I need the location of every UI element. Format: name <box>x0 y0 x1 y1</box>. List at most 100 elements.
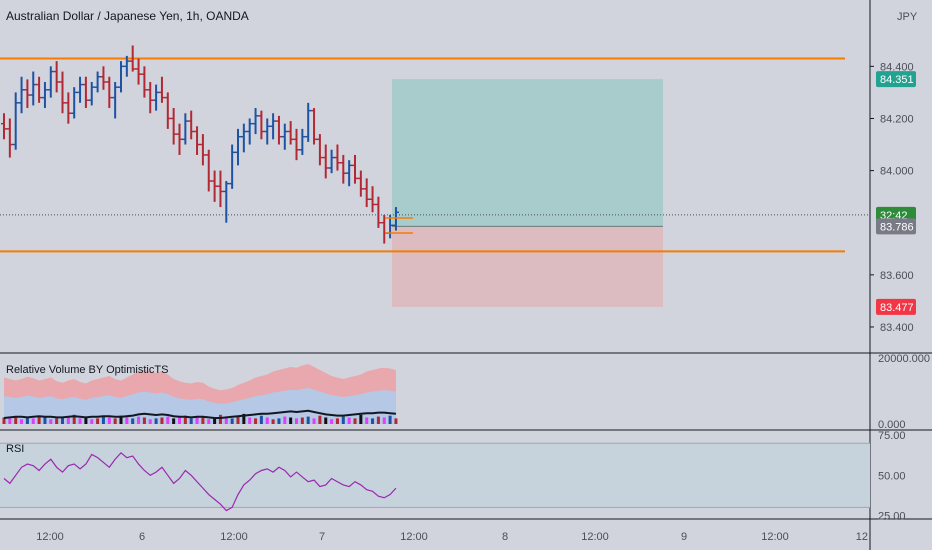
volume-bar <box>236 416 240 424</box>
volume-bar <box>55 418 59 424</box>
volume-bar <box>66 417 70 424</box>
volume-bar <box>125 417 129 424</box>
price-tick-label: 84.200 <box>880 113 914 125</box>
volume-bar <box>242 413 246 424</box>
volume-bar <box>189 418 193 424</box>
price-tick-label: 83.400 <box>880 322 914 334</box>
volume-bar <box>101 416 105 424</box>
volume-bar <box>376 416 380 424</box>
volume-bar <box>160 417 164 424</box>
volume-bar <box>365 417 369 424</box>
volume-bar <box>324 417 328 424</box>
volume-bar <box>230 418 234 424</box>
volume-bar <box>213 418 217 424</box>
volume-bar <box>371 418 375 424</box>
time-tick-label: 9 <box>681 531 687 543</box>
volume-bar <box>8 418 12 424</box>
price-tick-label: 83.600 <box>880 270 914 282</box>
volume-bar <box>353 418 357 424</box>
volume-bar <box>277 418 281 424</box>
time-tick-label: 7 <box>319 531 325 543</box>
volume-bar <box>207 419 211 424</box>
volume-bar <box>148 419 152 424</box>
volume-bar <box>318 415 322 424</box>
volume-bar <box>382 417 386 424</box>
volume-bar <box>78 418 82 424</box>
time-tick-label: 12:00 <box>761 531 789 543</box>
volume-bar <box>388 415 392 424</box>
volume-bar <box>259 415 263 424</box>
time-tick-label: 12:00 <box>36 531 64 543</box>
volume-bar <box>113 418 117 424</box>
volume-bar <box>142 417 146 424</box>
volume-bar <box>335 418 339 424</box>
volume-bar <box>283 416 287 424</box>
price-tick-label: 84.400 <box>880 61 914 73</box>
volume-bar <box>61 416 64 424</box>
volume-bar <box>166 416 170 424</box>
volume-bar <box>107 417 111 424</box>
volume-bar <box>394 418 398 424</box>
volume-bar <box>248 417 252 424</box>
volume-bar <box>49 419 53 424</box>
time-tick-label: 12:00 <box>400 531 428 543</box>
target-zone[interactable] <box>392 79 663 227</box>
volume-bar <box>96 418 100 424</box>
price-label-text: 83.477 <box>880 302 914 314</box>
volume-bar <box>131 418 135 424</box>
rsi-tick-label: 75.00 <box>878 430 906 442</box>
rsi-line <box>3 452 397 512</box>
volume-bar <box>20 419 24 424</box>
volume-bar <box>137 416 141 424</box>
price-label-tag <box>876 218 916 235</box>
volume-bar <box>341 416 345 424</box>
volume-bar <box>265 417 269 424</box>
volume-bar <box>14 416 18 424</box>
chart-title: Australian Dollar / Japanese Yen, 1h, OA… <box>6 9 249 23</box>
volume-bar <box>254 418 258 424</box>
time-tick-label: 12 <box>856 531 868 543</box>
time-tick-label: 6 <box>139 531 145 543</box>
rsi-tick-label: 25.00 <box>878 510 906 522</box>
price-label-tag <box>876 298 916 315</box>
volume-bar <box>300 417 304 424</box>
volume-bar <box>154 418 158 424</box>
price-label-tag <box>876 71 916 88</box>
currency-label: JPY <box>897 11 918 23</box>
volume-bar <box>289 417 293 424</box>
volume-bar <box>84 417 88 424</box>
rsi-tick-label: 50.00 <box>878 470 906 482</box>
price-label-text: 84.351 <box>880 74 914 86</box>
volume-bar <box>201 416 205 424</box>
volume-bar <box>31 418 35 424</box>
volume-bar <box>90 419 94 424</box>
volume-bar <box>306 416 310 424</box>
volume-bar <box>183 415 187 424</box>
volume-tick-label: 0.000 <box>878 419 906 431</box>
volume-bar <box>172 418 176 424</box>
volume-bar <box>178 417 181 424</box>
stop-zone[interactable] <box>392 226 663 307</box>
volume-bar <box>2 417 6 424</box>
volume-bar <box>119 415 123 424</box>
volume-bar <box>312 418 316 424</box>
volume-bar <box>295 418 298 424</box>
time-tick-label: 12:00 <box>581 531 609 543</box>
volume-indicator-title: Relative Volume BY OptimisticTS <box>6 364 168 376</box>
rsi-indicator-title: RSI <box>6 443 24 455</box>
rsi-band <box>0 443 870 508</box>
price-label-text: 83.786 <box>880 221 914 233</box>
volume-bar <box>330 419 334 424</box>
time-tick-label: 12:00 <box>220 531 248 543</box>
volume-bar <box>359 414 363 424</box>
volume-tick-label: 20000.000 <box>878 353 930 365</box>
time-tick-label: 8 <box>502 531 508 543</box>
volume-bar <box>347 417 351 424</box>
volume-baseline-line <box>3 409 397 419</box>
volume-bar <box>195 417 199 424</box>
volume-bar <box>43 417 47 424</box>
volume-bar <box>37 415 41 424</box>
volume-bar <box>72 414 76 424</box>
